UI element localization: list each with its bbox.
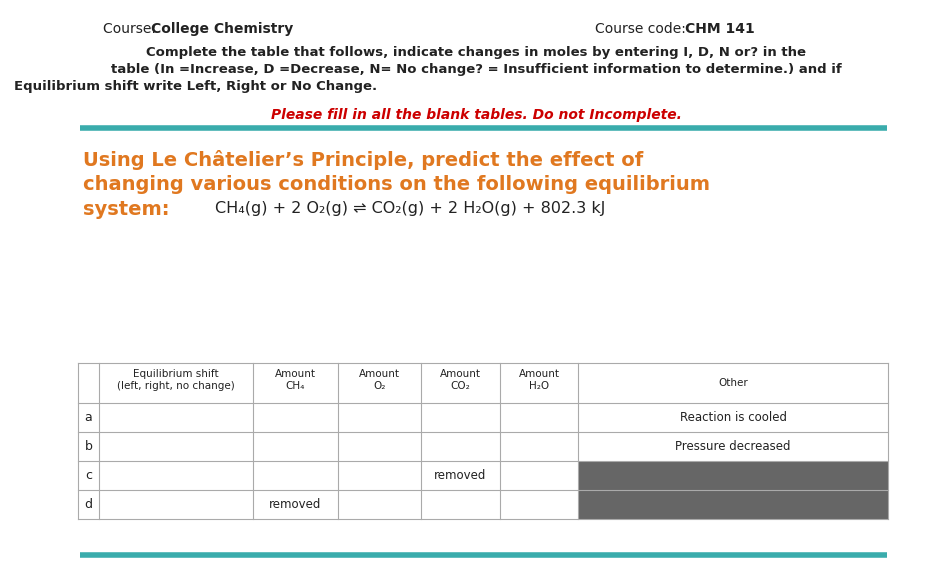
Text: Please fill in all the blank tables. Do not Incomplete.: Please fill in all the blank tables. Do … bbox=[270, 108, 681, 122]
Text: b: b bbox=[85, 440, 92, 453]
Text: a: a bbox=[85, 411, 92, 424]
Bar bbox=[578, 461, 887, 490]
Text: Pressure decreased: Pressure decreased bbox=[675, 440, 790, 453]
Text: Course code:: Course code: bbox=[594, 22, 689, 36]
Text: CH₄(g) + 2 O₂(g) ⇌ CO₂(g) + 2 H₂O(g) + 802.3 kJ: CH₄(g) + 2 O₂(g) ⇌ CO₂(g) + 2 H₂O(g) + 8… bbox=[215, 201, 605, 216]
Text: Course:: Course: bbox=[103, 22, 160, 36]
Text: Amount: Amount bbox=[274, 369, 315, 379]
Text: system:: system: bbox=[83, 200, 169, 219]
Text: Amount: Amount bbox=[359, 369, 400, 379]
Text: Other: Other bbox=[718, 378, 747, 388]
Text: d: d bbox=[85, 498, 92, 511]
Text: Equilibrium shift write Left, Right or No Change.: Equilibrium shift write Left, Right or N… bbox=[14, 80, 377, 93]
Text: removed: removed bbox=[434, 469, 486, 482]
Text: c: c bbox=[85, 469, 92, 482]
Text: removed: removed bbox=[268, 498, 321, 511]
Text: Amount: Amount bbox=[518, 369, 559, 379]
Text: H₂O: H₂O bbox=[528, 381, 548, 391]
Text: O₂: O₂ bbox=[373, 381, 386, 391]
Text: table (In =Increase, D =Decrease, N= No change? = Insufficient information to de: table (In =Increase, D =Decrease, N= No … bbox=[110, 63, 841, 76]
Text: Amount: Amount bbox=[440, 369, 481, 379]
Bar bbox=[578, 490, 887, 519]
Text: CH₄: CH₄ bbox=[285, 381, 305, 391]
Text: CO₂: CO₂ bbox=[450, 381, 470, 391]
Text: Reaction is cooled: Reaction is cooled bbox=[679, 411, 785, 424]
Text: (left, right, no change): (left, right, no change) bbox=[116, 381, 234, 391]
Text: College Chemistry: College Chemistry bbox=[150, 22, 293, 36]
Text: Complete the table that follows, indicate changes in moles by entering I, D, N o: Complete the table that follows, indicat… bbox=[146, 46, 805, 59]
Text: Equilibrium shift: Equilibrium shift bbox=[132, 369, 218, 379]
Text: Using Le Châtelier’s Principle, predict the effect of: Using Le Châtelier’s Principle, predict … bbox=[83, 150, 643, 170]
Text: changing various conditions on the following equilibrium: changing various conditions on the follo… bbox=[83, 175, 709, 194]
Text: CHM 141: CHM 141 bbox=[684, 22, 754, 36]
